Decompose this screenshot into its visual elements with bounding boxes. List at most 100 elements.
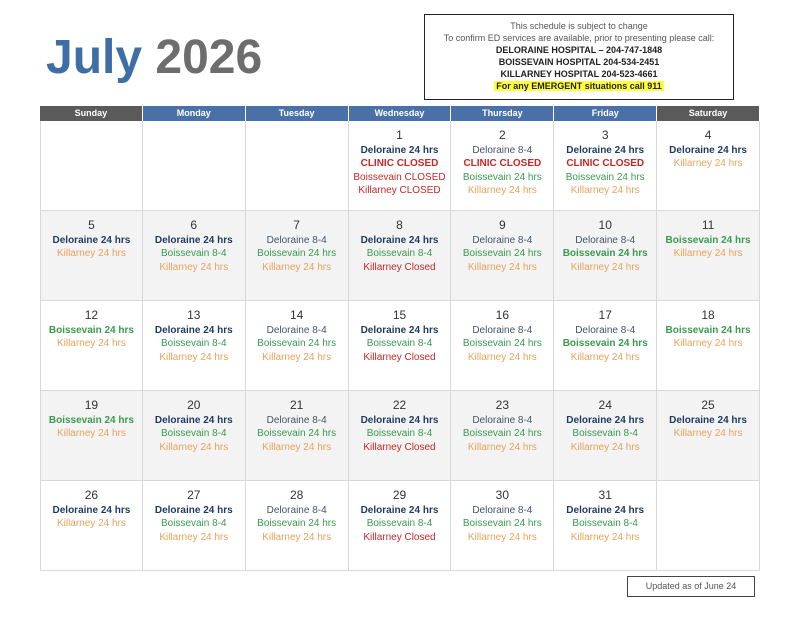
status-line: Deloraine 24 hrs: [154, 504, 233, 516]
status-line: Killarney 24 hrs: [159, 351, 229, 363]
day-cell: 8 Deloraine 24 hrs Boissevain 8-4 Killarney…: [348, 211, 452, 301]
day-number: 6: [190, 218, 198, 232]
status-line: Killarney Closed: [363, 351, 436, 363]
status-line: Boissevain 24 hrs: [462, 338, 542, 349]
status-line: Deloraine 24 hrs: [360, 324, 439, 336]
notice-text: For any EMERGENT situations call 911: [494, 81, 664, 91]
day-number: 29: [392, 488, 407, 502]
notice-line: BOISSEVAIN HOSPITAL 204-534-2451: [425, 56, 733, 68]
status-line: Boissevain 24 hrs: [48, 414, 134, 426]
day-number: 19: [84, 398, 99, 412]
day-cell: 24 Deloraine 24 hrs Boissevain 8-4 Killarne…: [554, 391, 658, 481]
status-line: Killarney 24 hrs: [673, 248, 743, 259]
status-line: Killarney 24 hrs: [570, 261, 640, 273]
day-number: 4: [704, 128, 712, 142]
status-line: Killarney 24 hrs: [159, 441, 229, 453]
status-line: Boissevain 24 hrs: [257, 428, 337, 439]
updated-note: Updated as of June 24: [627, 576, 755, 597]
day-cell: 16 Deloraine 8-4 Boissevain 24 hrs Killarne…: [451, 301, 555, 391]
day-number: 7: [293, 218, 300, 232]
day-cell: 9 Deloraine 8-4 Boissevain 24 hrs Killarney…: [451, 211, 555, 301]
day-cell: [142, 121, 246, 211]
day-number: 5: [88, 218, 95, 232]
status-line: Boissevain 24 hrs: [665, 234, 751, 246]
status-line: Deloraine 24 hrs: [52, 234, 131, 246]
status-line: Deloraine 8-4: [575, 324, 636, 336]
day-cell: 30 Deloraine 8-4 Boissevain 24 hrs Killarne…: [451, 481, 555, 571]
status-line: Deloraine 24 hrs: [360, 234, 439, 246]
notice-text: To confirm ED services are available, pr…: [443, 33, 715, 43]
day-header: Monday: [142, 106, 246, 121]
status-line: Killarney 24 hrs: [56, 248, 126, 259]
status-line: Killarney 24 hrs: [262, 261, 332, 273]
status-line: Killarney CLOSED: [358, 185, 441, 196]
status-line: Killarney 24 hrs: [159, 531, 229, 543]
status-line: Killarney 24 hrs: [467, 261, 537, 273]
status-line: Killarney 24 hrs: [570, 185, 640, 196]
day-number: 24: [598, 398, 612, 412]
day-header: Thursday: [451, 106, 555, 121]
status-line: Deloraine 8-4: [266, 324, 327, 336]
notice-text: BOISSEVAIN HOSPITAL 204-534-2451: [498, 57, 660, 67]
status-line: CLINIC CLOSED: [360, 158, 439, 169]
status-line: Boissevain 24 hrs: [48, 324, 134, 336]
day-number: 31: [598, 488, 612, 502]
status-line: Killarney Closed: [363, 531, 436, 543]
day-number: 25: [701, 398, 715, 412]
day-number: 20: [187, 398, 201, 412]
day-cell: 29 Deloraine 24 hrs Boissevain 8-4 Killarne…: [348, 481, 452, 571]
notice-line: DELORAINE HOSPITAL – 204-747-1848: [425, 44, 733, 56]
day-cell: [245, 121, 349, 211]
day-cell: 4 Deloraine 24 hrs Killarney 24 hrs: [657, 121, 760, 211]
day-number: 18: [701, 308, 715, 322]
status-line: Killarney 24 hrs: [570, 531, 640, 543]
status-line: Deloraine 24 hrs: [566, 504, 645, 516]
day-cell: 15 Deloraine 24 hrs Boissevain 8-4 Killarne…: [348, 301, 452, 391]
day-cell: 11 Boissevain 24 hrs Killarney 24 hrs: [657, 211, 760, 301]
status-line: Boissevain 24 hrs: [257, 338, 337, 349]
day-cell: 23 Deloraine 8-4 Boissevain 24 hrs Killarne…: [451, 391, 555, 481]
status-line: Boissevain 24 hrs: [562, 248, 648, 259]
calendar: Sunday Monday Tuesday Wednesday Thursday Frid…: [40, 106, 760, 571]
day-cell: 25 Deloraine 24 hrs Killarney 24 hrs: [657, 391, 760, 481]
status-line: Boissevain 24 hrs: [565, 171, 645, 183]
status-line: Deloraine 8-4: [472, 234, 533, 246]
day-number: 17: [598, 308, 612, 322]
notice-line: This schedule is subject to change: [425, 20, 733, 32]
status-line: Deloraine 8-4: [472, 504, 533, 516]
day-cell: 3 Deloraine 24 hrs CLINIC CLOSED Boissevain…: [554, 121, 658, 211]
status-line: Boissevain 8-4: [366, 518, 433, 529]
year: 2026: [155, 31, 263, 84]
status-line: Deloraine 24 hrs: [52, 504, 131, 516]
status-line: Boissevain 24 hrs: [462, 428, 542, 439]
status-line: Killarney 24 hrs: [467, 185, 537, 196]
day-number: 21: [289, 398, 304, 412]
status-line: Deloraine 24 hrs: [154, 324, 233, 336]
status-line: Boissevain 8-4: [160, 248, 227, 259]
day-cell: 1 Deloraine 24 hrs CLINIC CLOSED Boissevain…: [348, 121, 452, 211]
status-line: Killarney 24 hrs: [56, 518, 126, 529]
day-number: 10: [598, 218, 612, 232]
status-line: Killarney Closed: [363, 441, 436, 453]
status-line: Killarney Closed: [363, 261, 436, 273]
day-cell: 14 Deloraine 8-4 Boissevain 24 hrs Killarne…: [245, 301, 349, 391]
day-cell: 27 Deloraine 24 hrs Boissevain 8-4 Killarne…: [142, 481, 246, 571]
status-line: Boissevain 24 hrs: [462, 518, 542, 529]
status-line: Killarney 24 hrs: [673, 428, 743, 439]
status-line: Deloraine 8-4: [472, 144, 533, 156]
day-cell: 31 Deloraine 24 hrs Boissevain 8-4 Killarne…: [554, 481, 658, 571]
status-line: Boissevain 8-4: [366, 338, 433, 349]
status-line: Deloraine 24 hrs: [566, 414, 645, 426]
day-number: 30: [495, 488, 510, 502]
day-cell: 7 Deloraine 8-4 Boissevain 24 hrs Killarney…: [245, 211, 349, 301]
day-cell: 2 Deloraine 8-4 CLINIC CLOSED Boissevain 24…: [451, 121, 555, 211]
status-line: Killarney 24 hrs: [262, 531, 332, 543]
day-number: 23: [495, 398, 510, 412]
status-line: Deloraine 24 hrs: [360, 144, 439, 156]
status-line: Deloraine 24 hrs: [360, 414, 439, 426]
day-number: 27: [187, 488, 201, 502]
status-line: Killarney 24 hrs: [159, 261, 229, 273]
status-line: Deloraine 24 hrs: [154, 414, 233, 426]
status-line: Boissevain 24 hrs: [562, 338, 648, 349]
notice-box: This schedule is subject to change To con…: [424, 14, 734, 100]
